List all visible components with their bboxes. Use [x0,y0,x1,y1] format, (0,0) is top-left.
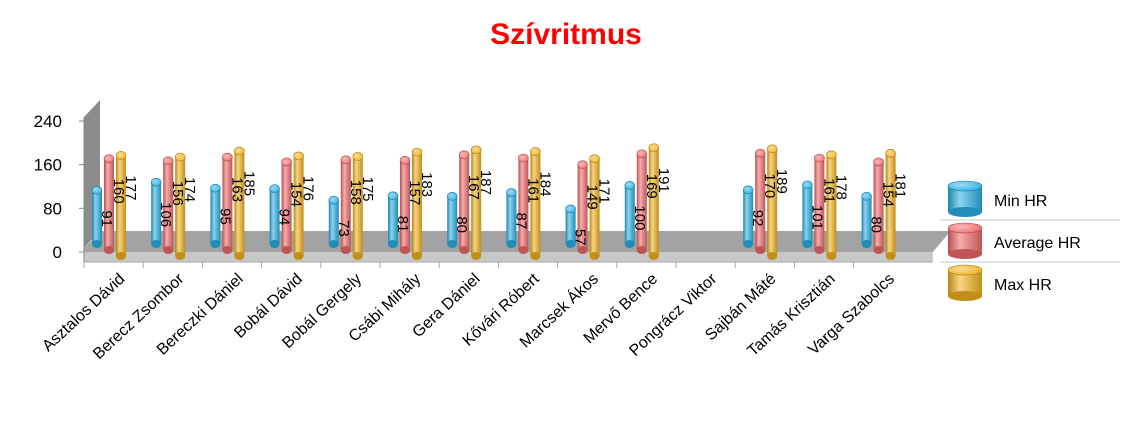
bar-average-hr [754,148,766,254]
legend-label: Min HR [994,193,1047,210]
data-label: 187 [477,170,494,195]
legend-label: Max HR [994,277,1052,294]
bar-min-hr [91,186,103,248]
data-label: 57 [572,229,589,246]
y-tick-label: 240 [34,112,62,131]
bar-max-hr [826,150,837,260]
data-label: 87 [512,213,529,230]
bar-max-hr [648,143,660,260]
data-labels: 9116017710615617495163185941541767315817… [98,168,909,246]
bar-max-hr [411,147,423,260]
bar-min-hr [328,195,340,248]
bar-min-hr [624,181,636,248]
data-label: 176 [300,176,317,201]
data-label: 81 [394,216,411,233]
bar-average-hr [340,155,352,254]
data-label: 154 [288,182,305,207]
data-label: 183 [418,172,435,197]
data-label: 157 [406,180,423,205]
bar-min-hr [742,185,754,248]
data-label: 163 [228,177,245,202]
legend-label: Average HR [994,235,1081,252]
data-label: 170 [761,173,778,198]
data-label: 106 [157,202,174,227]
data-label: 92 [749,210,766,227]
bar-min-hr [446,192,458,248]
bar-average-hr [814,153,825,254]
bar-average-hr [162,156,174,254]
data-label: 91 [98,210,115,227]
data-label: 154 [880,182,897,207]
data-label: 73 [335,220,352,237]
data-label: 100 [631,205,648,230]
data-label: 184 [536,172,553,197]
data-label: 181 [892,173,909,198]
data-label: 80 [453,216,470,233]
data-label: 149 [584,185,601,210]
bar-average-hr [103,154,115,254]
data-label: 95 [216,208,233,225]
y-tick-label: 0 [53,243,62,262]
bar-max-hr [470,145,482,260]
data-label: 178 [832,175,849,200]
bar-average-hr [577,160,588,254]
data-label: 156 [169,181,186,206]
y-tick-label: 80 [43,199,62,218]
data-label: 171 [596,179,613,204]
data-label: 191 [655,168,672,193]
bar-min-hr [506,188,517,248]
bar-max-hr [352,152,364,260]
data-label: 185 [240,171,257,196]
bar-max-hr [589,154,600,260]
bar-average-hr [518,153,529,254]
bar-average-hr [873,157,884,254]
bar-min-hr [565,204,576,248]
data-label: 161 [524,178,541,203]
value-axis: 0 80 160 240 [34,112,85,262]
y-tick-label: 160 [34,156,62,175]
bars [91,143,896,260]
data-label: 161 [820,178,837,203]
bar-min-hr [802,180,813,248]
bar-min-hr [387,191,399,248]
legend-item: Max HR [947,264,1052,301]
bar-max-hr [115,151,127,260]
bar-average-hr [222,152,233,254]
data-label: 177 [122,175,139,200]
bar-min-hr [210,183,221,248]
data-label: 101 [808,205,825,230]
data-label: 94 [276,209,293,226]
bar-min-hr [269,184,280,248]
data-label: 174 [181,177,198,202]
data-label: 189 [773,169,790,194]
bar-max-hr [530,147,541,260]
chart-title: Szívritmus [490,18,642,51]
legend-item: Min HR [947,180,1047,217]
data-label: 160 [110,179,127,204]
bar-average-hr [399,156,411,254]
data-label: 167 [465,175,482,200]
bar-min-hr [861,192,872,248]
bar-average-hr [458,150,470,254]
data-label: 169 [643,174,660,199]
data-label: 80 [868,216,885,233]
bar-max-hr [293,151,304,260]
bar-max-hr [885,148,896,260]
data-label: 175 [359,176,376,201]
bar-average-hr [636,149,648,254]
legend-item: Average HR [947,222,1081,259]
data-label: 158 [347,180,364,205]
bar-max-hr [766,144,778,260]
bar-max-hr [234,146,245,260]
bar-min-hr [150,177,162,248]
bar-average-hr [281,157,292,254]
legend: Min HR Average HR Max HR [940,180,1120,301]
bar-max-hr [174,152,186,260]
